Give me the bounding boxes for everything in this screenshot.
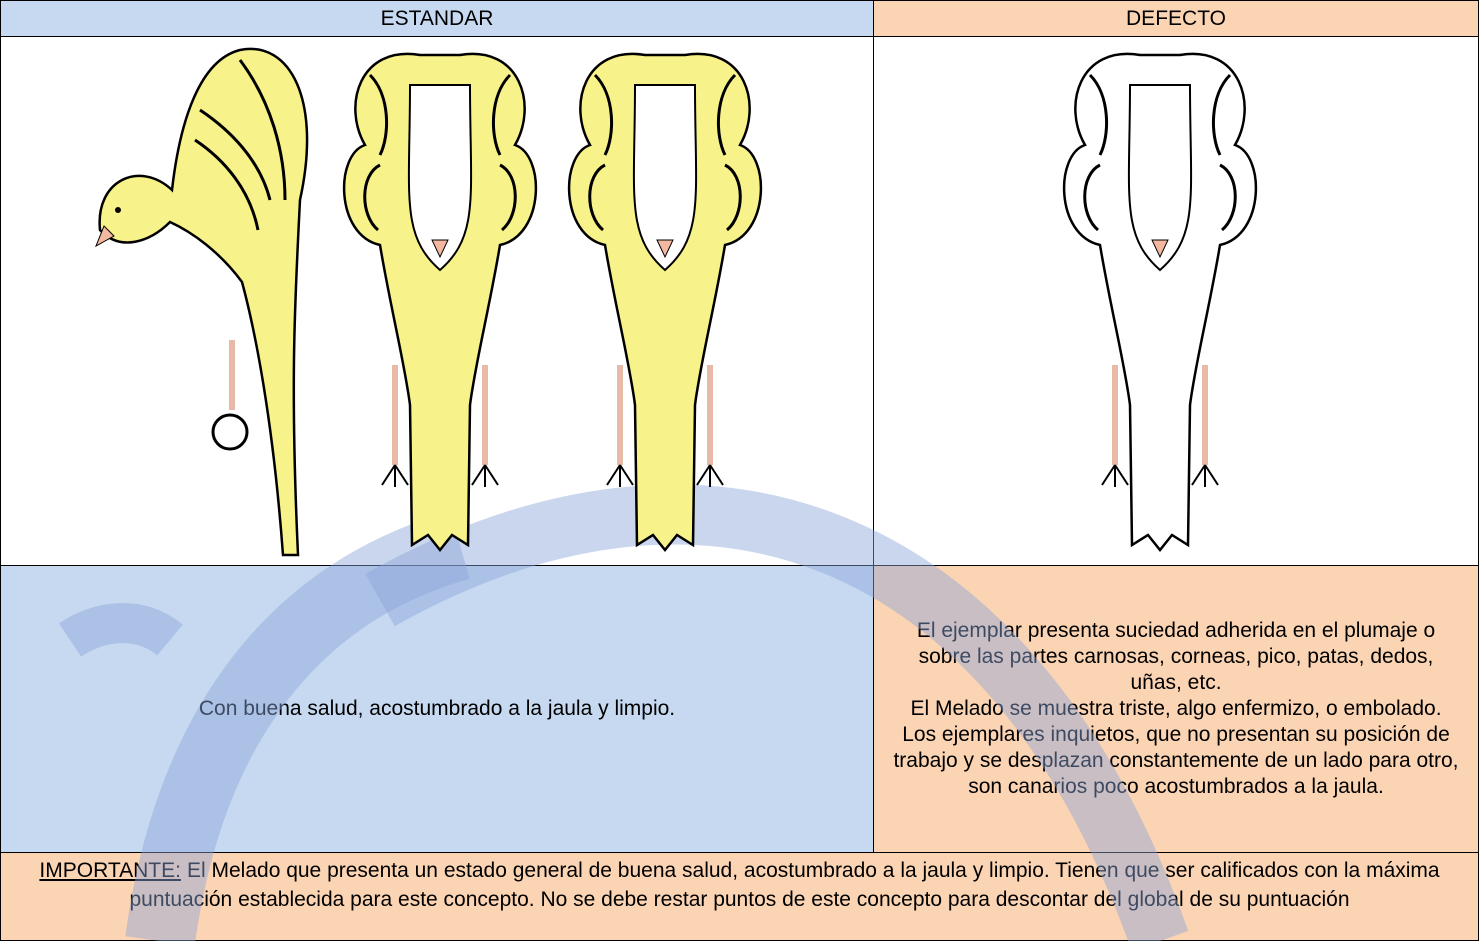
note: IMPORTANTE: El Melado que presenta un est… — [0, 852, 1479, 941]
defect-paragraph: El ejemplar presenta suciedad adherida e… — [916, 619, 1436, 694]
defect-text: El ejemplar presenta suciedad adherida e… — [873, 565, 1479, 853]
note-text: El Melado que presenta un estado general… — [129, 859, 1440, 911]
image-standard — [0, 36, 874, 566]
standard-text: Con buena salud, acostumbrado a la jaula… — [0, 565, 874, 853]
image-defect — [873, 36, 1479, 566]
header-standard: ESTANDAR — [0, 0, 874, 37]
header-defect: DEFECTO — [873, 0, 1479, 37]
note-label: IMPORTANTE: — [39, 859, 181, 882]
defect-paragraph: El Melado se muestra triste, algo enferm… — [910, 697, 1442, 720]
defect-paragraph: Los ejemplares inquietos, que no present… — [893, 723, 1459, 798]
